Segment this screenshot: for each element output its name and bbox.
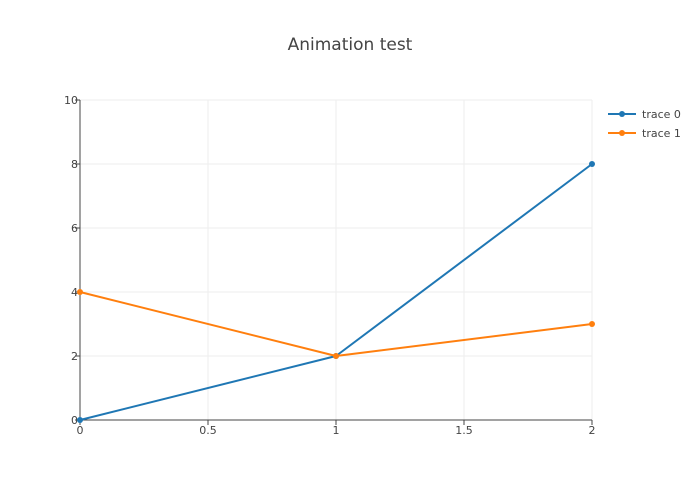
x-axis-ticks: 0 0.5 1 1.5 2 xyxy=(77,420,596,437)
x-tick-label: 0.5 xyxy=(199,424,217,437)
y-tick-label: 2 xyxy=(71,350,78,363)
legend[interactable]: trace 0 trace 1 xyxy=(608,108,681,140)
legend-label: trace 1 xyxy=(642,127,681,140)
y-tick-label: 8 xyxy=(71,158,78,171)
series-group xyxy=(77,161,595,423)
grid xyxy=(80,99,593,420)
data-point xyxy=(589,161,595,167)
data-point xyxy=(77,289,83,295)
y-tick-label: 10 xyxy=(64,94,78,107)
data-point xyxy=(589,321,595,327)
data-point xyxy=(333,353,339,359)
legend-item[interactable]: trace 1 xyxy=(608,127,681,140)
y-axis-ticks: 0 2 4 6 8 10 xyxy=(64,94,80,427)
legend-marker xyxy=(619,130,625,136)
data-point xyxy=(77,417,83,423)
x-tick-label: 0 xyxy=(77,424,84,437)
chart-title: Animation test xyxy=(288,35,413,55)
series-1 xyxy=(77,289,595,359)
y-tick-label: 4 xyxy=(71,286,78,299)
legend-item[interactable]: trace 0 xyxy=(608,108,681,121)
y-tick-label: 0 xyxy=(71,414,78,427)
x-tick-label: 1.5 xyxy=(455,424,473,437)
x-tick-label: 2 xyxy=(589,424,596,437)
legend-marker xyxy=(619,111,625,117)
y-tick-label: 6 xyxy=(71,222,78,235)
legend-label: trace 0 xyxy=(642,108,681,121)
x-tick-label: 1 xyxy=(333,424,340,437)
